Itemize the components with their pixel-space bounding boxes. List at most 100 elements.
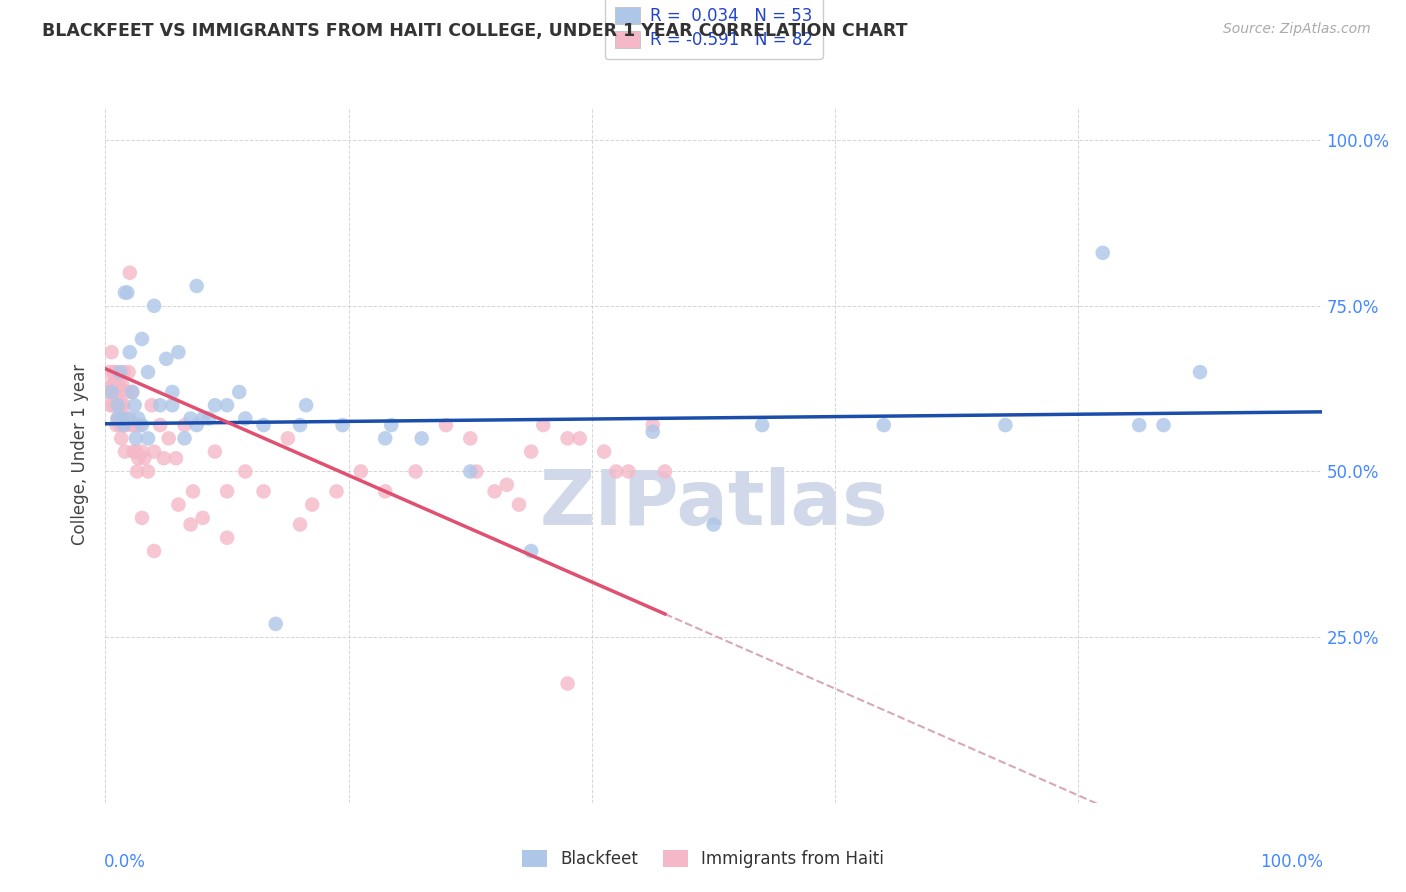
Point: [173, 418, 195, 433]
Point: [134, 451, 156, 466]
Point: [98, 365, 121, 379]
Point: [495, 477, 517, 491]
Point: [131, 511, 153, 525]
Point: [125, 444, 148, 458]
Point: [118, 345, 141, 359]
Point: [702, 517, 725, 532]
Point: [434, 418, 457, 433]
Point: [167, 345, 190, 359]
Point: [131, 444, 153, 458]
Point: [136, 365, 159, 379]
Point: [127, 451, 149, 466]
Point: [100, 345, 122, 359]
Point: [458, 465, 481, 479]
Point: [288, 418, 311, 433]
Point: [101, 398, 124, 412]
Text: 100.0%: 100.0%: [1260, 853, 1323, 871]
Point: [114, 285, 136, 300]
Point: [100, 378, 122, 392]
Point: [149, 418, 172, 433]
Legend: Blackfeet, Immigrants from Haiti: Blackfeet, Immigrants from Haiti: [515, 843, 891, 875]
Point: [173, 431, 195, 445]
Point: [107, 411, 129, 425]
Point: [1189, 365, 1212, 379]
Point: [228, 384, 250, 399]
Point: [1091, 245, 1114, 260]
Point: [165, 451, 187, 466]
Point: [100, 384, 122, 399]
Point: [180, 517, 202, 532]
Point: [136, 465, 159, 479]
Point: [114, 444, 136, 458]
Point: [994, 418, 1017, 433]
Point: [108, 384, 131, 399]
Point: [125, 431, 148, 445]
Point: [108, 418, 131, 433]
Point: [531, 418, 554, 433]
Point: [101, 378, 124, 392]
Point: [103, 365, 125, 379]
Point: [465, 465, 488, 479]
Point: [107, 378, 129, 392]
Point: [751, 418, 773, 433]
Point: [107, 411, 129, 425]
Point: [264, 616, 287, 631]
Point: [124, 398, 146, 412]
Point: [557, 676, 579, 690]
Point: [125, 465, 148, 479]
Point: [557, 431, 579, 445]
Text: BLACKFEET VS IMMIGRANTS FROM HAITI COLLEGE, UNDER 1 YEAR CORRELATION CHART: BLACKFEET VS IMMIGRANTS FROM HAITI COLLE…: [42, 22, 908, 40]
Point: [198, 411, 221, 425]
Point: [217, 398, 239, 412]
Point: [186, 279, 208, 293]
Point: [111, 378, 134, 392]
Point: [288, 517, 311, 532]
Point: [252, 484, 274, 499]
Point: [605, 465, 627, 479]
Point: [108, 378, 131, 392]
Point: [115, 384, 138, 399]
Point: [108, 365, 131, 379]
Point: [191, 411, 214, 425]
Point: [186, 418, 208, 433]
Point: [641, 425, 664, 439]
Point: [111, 411, 134, 425]
Point: [128, 418, 150, 433]
Point: [520, 544, 543, 558]
Point: [374, 484, 396, 499]
Point: [121, 384, 143, 399]
Point: [301, 498, 323, 512]
Point: [153, 451, 176, 466]
Text: Source: ZipAtlas.com: Source: ZipAtlas.com: [1223, 22, 1371, 37]
Point: [157, 431, 180, 445]
Point: [405, 465, 427, 479]
Point: [117, 411, 139, 425]
Point: [233, 465, 256, 479]
Y-axis label: College, Under 1 year: College, Under 1 year: [72, 364, 90, 546]
Point: [411, 431, 433, 445]
Point: [120, 418, 142, 433]
Point: [332, 418, 354, 433]
Point: [162, 398, 184, 412]
Text: ZIPatlas: ZIPatlas: [540, 467, 887, 541]
Point: [295, 398, 318, 412]
Point: [508, 498, 530, 512]
Point: [117, 365, 139, 379]
Point: [112, 418, 135, 433]
Point: [131, 332, 153, 346]
Point: [155, 351, 177, 366]
Point: [167, 498, 190, 512]
Point: [127, 411, 149, 425]
Point: [136, 431, 159, 445]
Point: [105, 384, 128, 399]
Point: [617, 465, 640, 479]
Point: [121, 384, 143, 399]
Point: [114, 418, 136, 433]
Point: [103, 384, 125, 399]
Point: [233, 411, 256, 425]
Point: [118, 411, 141, 425]
Point: [593, 444, 616, 458]
Point: [149, 398, 172, 412]
Point: [104, 365, 127, 379]
Point: [98, 398, 121, 412]
